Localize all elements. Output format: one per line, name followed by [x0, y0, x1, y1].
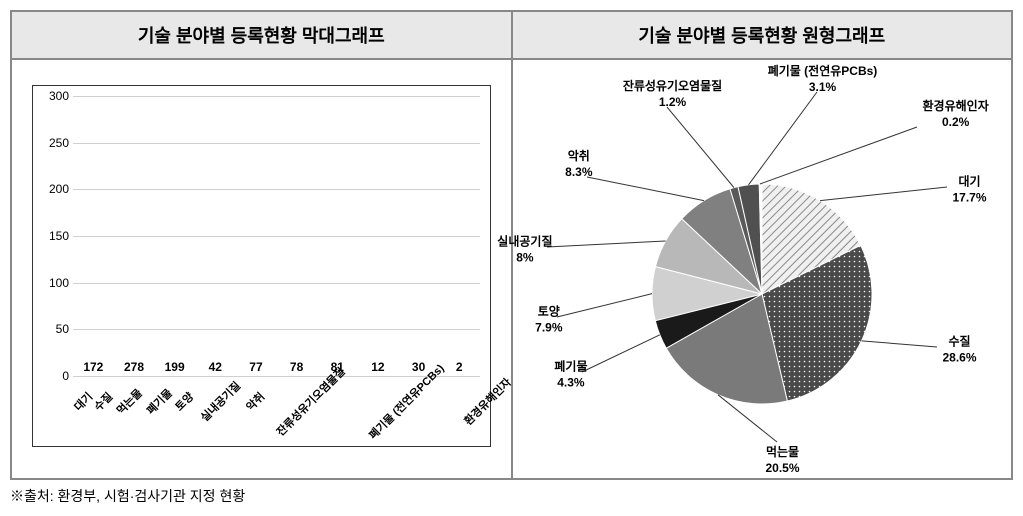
bar-value-label: 42 [209, 360, 222, 374]
pie-chart: 대기17.7%수질28.6%먹는물20.5%폐기물4.3%토양7.9%실내공기질… [523, 75, 1002, 463]
pie-slice-label: 토양7.9% [535, 304, 562, 335]
pie-slice-label: 폐기물4.3% [554, 359, 587, 390]
pie-slice-label: 악취8.3% [565, 149, 592, 180]
bar-group: 278 [114, 360, 155, 376]
bar-group: 78 [276, 360, 317, 376]
bar-chart: 050100150200250300 172278199427778811230… [32, 85, 491, 447]
bar-group: 199 [154, 360, 195, 376]
leader-line [748, 92, 816, 185]
bar-value-label: 77 [249, 360, 262, 374]
y-axis: 050100150200250300 [33, 96, 73, 376]
pie-slice-label: 잔류성유기오염물질1.2% [623, 79, 722, 110]
gridline [73, 236, 480, 237]
x-axis-labels: 대기수질먹는물폐기물토양실내공기질악취잔류성유기오염물질폐기물 (전연유PCBs… [73, 376, 480, 446]
leader-line [760, 127, 917, 184]
gridline [73, 283, 480, 284]
y-tick-label: 150 [49, 229, 69, 243]
header-right: 기술 분야별 등록현황 원형그래프 [512, 11, 1013, 59]
plot-area: 1722781994277788112302 [73, 96, 480, 376]
leader-line [547, 241, 666, 247]
y-tick-label: 0 [62, 369, 69, 383]
chart-row: 050100150200250300 172278199427778811230… [11, 59, 1012, 479]
bar-group: 77 [236, 360, 277, 376]
gridline [73, 96, 480, 97]
x-tick-label: 잔류성유기오염물질 [273, 364, 387, 478]
leader-line [587, 177, 704, 201]
bar-value-label: 12 [371, 360, 384, 374]
pie-slice-label: 환경유해인자0.2% [923, 99, 989, 130]
bar-group: 12 [358, 360, 399, 376]
y-tick-label: 300 [49, 89, 69, 103]
y-tick-label: 100 [49, 276, 69, 290]
pie-chart-cell: 대기17.7%수질28.6%먹는물20.5%폐기물4.3%토양7.9%실내공기질… [512, 59, 1013, 479]
pie-slice-label: 수질28.6% [943, 334, 977, 365]
pie-slice-label: 대기17.7% [953, 174, 987, 205]
bar-value-label: 78 [290, 360, 303, 374]
leader-line [861, 341, 936, 347]
pie-slice-label: 실내공기질8% [497, 234, 552, 265]
leader-line [820, 187, 947, 201]
y-tick-label: 200 [49, 182, 69, 196]
bar-value-label: 199 [165, 360, 185, 374]
pie-slice-label: 먹는물20.5% [765, 445, 799, 476]
leader-line [582, 335, 660, 372]
header-left: 기술 분야별 등록현황 막대그래프 [11, 11, 512, 59]
leader-line [557, 294, 652, 317]
bar-value-label: 172 [83, 360, 103, 374]
gridline [73, 329, 480, 330]
bar-value-label: 2 [456, 360, 463, 374]
chart-table: 기술 분야별 등록현황 막대그래프 기술 분야별 등록현황 원형그래프 0 50 1… [10, 10, 1013, 480]
bar-value-label: 278 [124, 360, 144, 374]
bar-chart-cell: 050100150200250300 172278199427778811230… [11, 59, 512, 479]
leader-line [667, 107, 734, 188]
gridline [73, 189, 480, 190]
y-tick-label: 50 [56, 322, 69, 336]
y-tick-label: 250 [49, 136, 69, 150]
bar-group: 172 [73, 360, 114, 376]
gridline [73, 143, 480, 144]
header-row: 기술 분야별 등록현황 막대그래프 기술 분야별 등록현황 원형그래프 [11, 11, 1012, 59]
pie-slice-label: 폐기물 (전연유PCBs)3.1% [768, 64, 878, 95]
bar-group: 42 [195, 360, 236, 376]
source-text: ※출처: 환경부, 시험·검사기관 지정 현황 [10, 486, 1013, 506]
